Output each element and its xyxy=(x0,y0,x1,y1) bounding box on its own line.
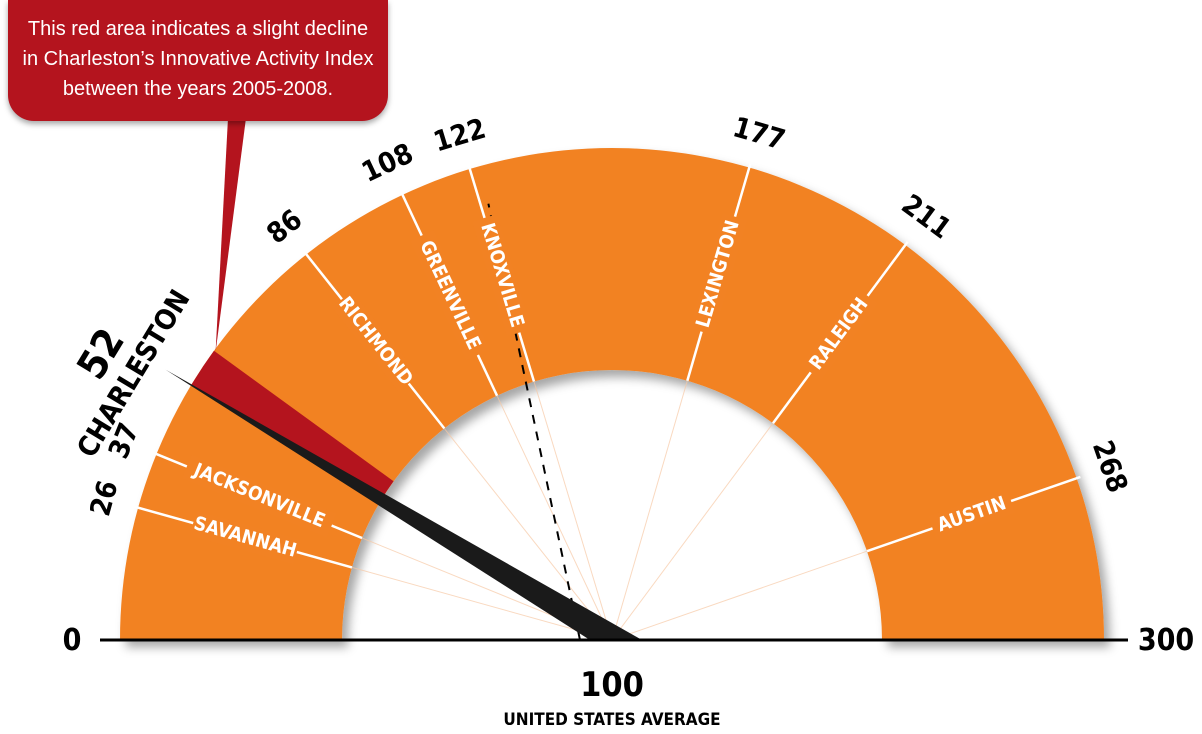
value-label: 177 xyxy=(729,110,789,156)
gauge-spoke xyxy=(351,566,613,641)
reference-value: 100 xyxy=(580,665,644,705)
value-label: 268 xyxy=(1086,436,1134,497)
decline-area xyxy=(191,350,394,501)
city-label-bg xyxy=(472,214,532,337)
gauge-spoke xyxy=(611,422,774,641)
value-label: 211 xyxy=(896,188,958,246)
axis-max-label: 300 xyxy=(1138,623,1194,658)
city-label-bg xyxy=(189,510,301,565)
gauge-spoke xyxy=(611,380,688,641)
gauge-spoke xyxy=(443,428,613,641)
axis-min-label: 0 xyxy=(63,623,82,658)
city-label-bg xyxy=(181,454,337,538)
needle xyxy=(165,369,642,640)
value-label: 122 xyxy=(430,112,490,159)
gauge-spoke xyxy=(533,381,613,641)
city-label-bg xyxy=(409,230,490,361)
value-label: 86 xyxy=(260,203,308,251)
callout-text: This red area indicates a slight decline… xyxy=(22,17,374,100)
reference-caption: UNITED STATES AVERAGE xyxy=(503,710,720,730)
city-label-bg xyxy=(331,291,419,392)
city-label-bg xyxy=(928,488,1016,541)
decline-callout: This red area indicates a slight decline… xyxy=(8,0,388,121)
dashed-reference-line xyxy=(487,203,581,641)
city-label-bg xyxy=(689,212,748,336)
value-label: 26 xyxy=(83,477,124,520)
value-label: 108 xyxy=(357,137,419,189)
city-label-bg xyxy=(800,288,879,381)
gauge-spoke xyxy=(611,550,868,641)
callout-pointer xyxy=(215,118,246,352)
gauge-band xyxy=(120,148,1104,640)
